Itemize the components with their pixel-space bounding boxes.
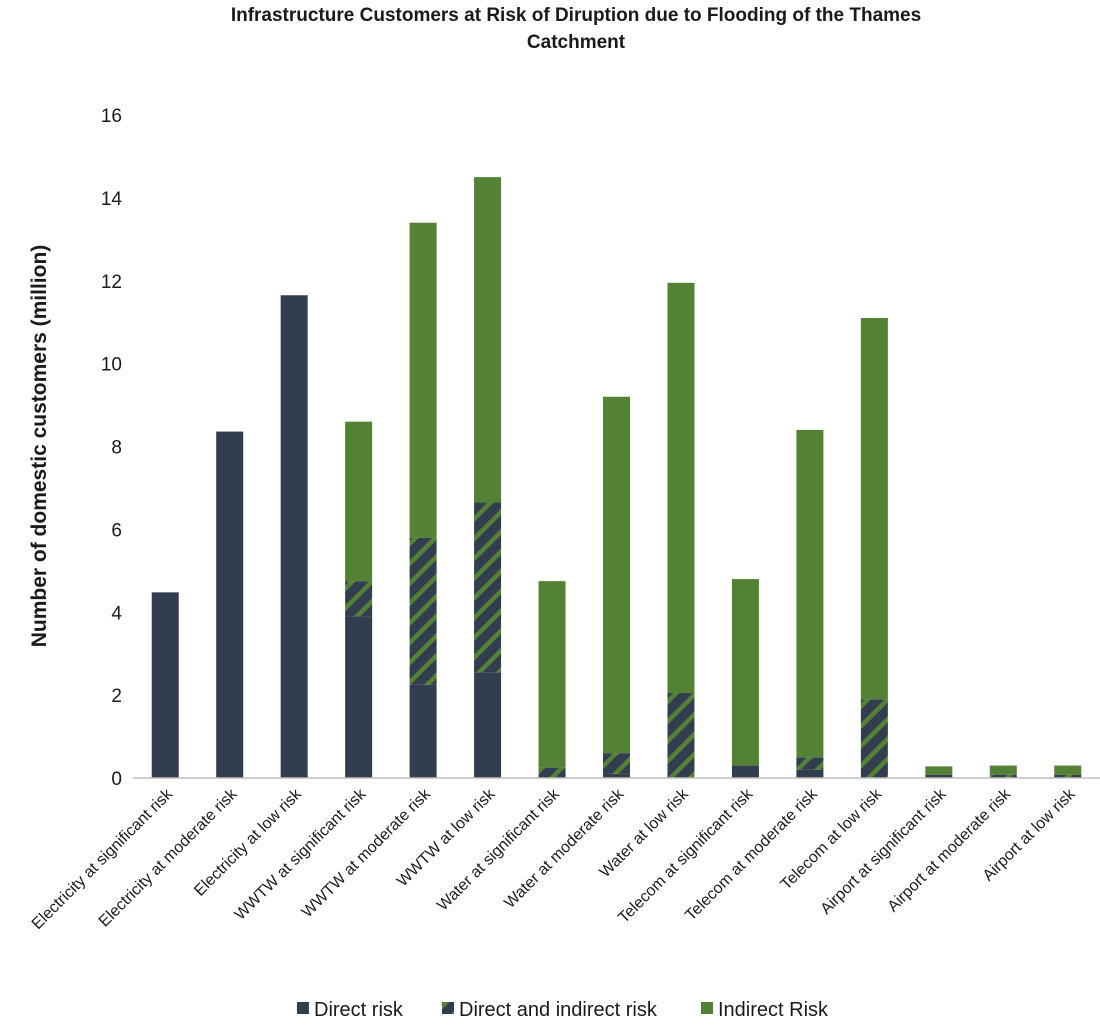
x-tick-label-water-at-significant-risk: Water at significant risk: [434, 785, 563, 914]
bar-indirect-risk-wwtw-at-low-risk: [474, 177, 502, 503]
y-tick-label-12: 12: [101, 272, 122, 293]
y-tick-label-8: 8: [111, 438, 122, 459]
bar-direct-risk-wwtw-at-significant-risk: [345, 616, 373, 778]
bar-indirect-risk-telecom-at-moderate-risk: [796, 429, 824, 758]
bar-indirect-risk-wwtw-at-moderate-risk: [409, 222, 437, 538]
legend: Direct risk Direct and indirect risk Ind…: [297, 999, 829, 1021]
legend-swatch-direct-and-indirect-risk: [442, 1002, 454, 1014]
legend-swatch-direct-risk: [297, 1002, 309, 1014]
bar-direct-risk-electricity-at-moderate-risk: [216, 431, 244, 778]
bar-indirect-risk-airport-at-moderate-risk: [989, 765, 1017, 775]
y-tick-label-4: 4: [111, 603, 122, 624]
legend-label-direct-risk: Direct risk: [314, 999, 404, 1021]
y-tick-label-14: 14: [101, 189, 123, 210]
y-tick-label-2: 2: [111, 686, 122, 707]
bar-direct-risk-telecom-at-significant-risk: [731, 765, 759, 778]
bar-direct-risk-electricity-at-significant-risk: [151, 592, 179, 778]
y-tick-label-16: 16: [101, 106, 122, 127]
x-tick-label-electricity-at-low-risk: Electricity at low risk: [191, 785, 306, 900]
bar-direct-and-indirect-risk-airport-at-moderate-risk: [989, 774, 1017, 778]
x-tick-label-water-at-moderate-risk: Water at moderate risk: [501, 785, 628, 912]
bar-direct-risk-electricity-at-low-risk: [280, 295, 308, 778]
bar-indirect-risk-airport-at-significant-risk: [925, 766, 953, 775]
bar-indirect-risk-telecom-at-significant-risk: [731, 579, 759, 766]
bar-direct-risk-airport-at-significant-risk: [925, 774, 953, 778]
bar-direct-and-indirect-risk-wwtw-at-significant-risk: [345, 581, 373, 617]
x-tick-label-wwtw-at-significant-risk: WWTW at significant risk: [232, 785, 370, 923]
x-tick-label-airport-at-moderate-risk: Airport at moderate risk: [885, 785, 1015, 915]
bar-indirect-risk-water-at-moderate-risk: [603, 396, 630, 754]
x-tick-label-wwtw-at-moderate-risk: WWTW at moderate risk: [299, 785, 435, 921]
chart-title-line-1: Infrastructure Customers at Risk of Diru…: [231, 5, 921, 26]
bar-direct-and-indirect-risk-water-at-moderate-risk: [603, 753, 630, 774]
legend-label-direct-and-indirect-risk: Direct and indirect risk: [459, 999, 658, 1021]
chart-title-line-2: Catchment: [527, 32, 626, 53]
y-tick-label-10: 10: [101, 355, 122, 376]
y-axis-label: Number of domestic customers (million): [28, 245, 51, 648]
x-tick-label-telecom-at-significant-risk: Telecom at significant risk: [615, 785, 757, 927]
y-tick-label-0: 0: [111, 769, 122, 790]
bar-direct-and-indirect-risk-water-at-significant-risk: [538, 767, 566, 778]
bar-direct-risk-telecom-at-moderate-risk: [796, 769, 824, 778]
bar-direct-risk-wwtw-at-low-risk: [474, 672, 502, 778]
bar-direct-risk-wwtw-at-moderate-risk: [409, 684, 437, 778]
legend-label-indirect-risk: Indirect Risk: [718, 999, 829, 1021]
x-tick-label-airport-at-significant-risk: Airport at significant risk: [818, 785, 951, 918]
bar-direct-and-indirect-risk-wwtw-at-low-risk: [474, 502, 502, 673]
bar-indirect-risk-telecom-at-low-risk: [860, 318, 888, 700]
bar-direct-and-indirect-risk-telecom-at-low-risk: [860, 699, 888, 778]
bar-direct-and-indirect-risk-telecom-at-moderate-risk: [796, 757, 824, 770]
y-axis-ticks: 0 2 4 6 8 10 12 14 16: [101, 106, 123, 790]
bar-direct-risk-water-at-moderate-risk: [603, 773, 630, 778]
bar-direct-and-indirect-risk-wwtw-at-moderate-risk: [409, 537, 437, 685]
bar-indirect-risk-wwtw-at-significant-risk: [345, 421, 373, 582]
bar-indirect-risk-airport-at-low-risk: [1054, 765, 1082, 775]
legend-swatch-indirect-risk: [701, 1002, 713, 1014]
bar-direct-and-indirect-risk-water-at-low-risk: [667, 693, 695, 778]
x-axis-ticks: Electricity at significant riskElectrici…: [29, 785, 1080, 933]
x-tick-label-electricity-at-moderate-risk: Electricity at moderate risk: [96, 785, 241, 930]
bar-indirect-risk-water-at-significant-risk: [538, 581, 566, 768]
bar-direct-and-indirect-risk-airport-at-low-risk: [1054, 774, 1082, 778]
bars-group: [151, 177, 1082, 778]
x-tick-label-telecom-at-moderate-risk: Telecom at moderate risk: [682, 785, 821, 924]
y-tick-label-6: 6: [111, 520, 122, 541]
bar-indirect-risk-water-at-low-risk: [667, 282, 695, 694]
